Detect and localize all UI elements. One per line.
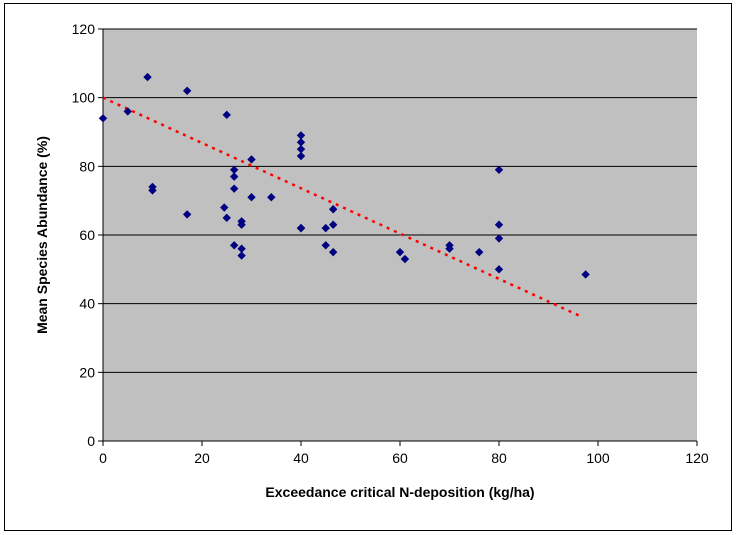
data-point (296, 131, 306, 140)
data-point (182, 86, 192, 95)
data-point (494, 234, 504, 243)
data-point (445, 244, 454, 253)
y-tick-label: 40 (79, 296, 95, 312)
data-point (267, 193, 276, 202)
data-point (494, 220, 504, 229)
y-axis-ticks: 0 20 40 60 80 100 120 (72, 21, 103, 449)
scatter-chart: 0 20 40 60 80 100 120 0 20 40 60 80 100 120 Exceedan… (34, 21, 709, 500)
x-axis-label: Exceedance critical N-deposition (kg/ha) (265, 484, 534, 500)
data-point (296, 138, 306, 147)
data-point (229, 172, 239, 181)
trendline (102, 96, 584, 319)
data-point (143, 72, 152, 82)
data-point (321, 223, 330, 233)
y-tick-label: 100 (72, 90, 96, 106)
data-point (237, 220, 246, 229)
y-tick-label: 120 (72, 21, 96, 37)
x-tick-label: 20 (194, 450, 210, 466)
data-point (229, 184, 239, 193)
data-point (475, 247, 484, 257)
chart-frame: 0 20 40 60 80 100 120 0 20 40 60 80 100 120 Exceedan… (4, 3, 732, 531)
x-tick-label: 40 (293, 450, 309, 466)
x-axis-ticks: 0 20 40 60 80 100 120 (99, 441, 709, 466)
x-tick-label: 120 (685, 450, 709, 466)
data-point (222, 213, 231, 223)
data-point (229, 165, 239, 174)
data-point (229, 241, 239, 250)
data-point (148, 186, 157, 195)
data-point (247, 193, 256, 202)
data-point (328, 205, 338, 214)
data-point (222, 110, 231, 120)
data-point (321, 241, 330, 250)
data-point (581, 270, 590, 279)
data-point (494, 265, 504, 274)
data-points (98, 72, 590, 279)
data-point (237, 244, 246, 253)
data-point (237, 251, 246, 260)
data-point (296, 144, 306, 154)
data-point (98, 114, 108, 123)
y-tick-label: 0 (87, 433, 95, 449)
y-axis-label: Mean Species Abundance (%) (34, 136, 50, 334)
data-point (247, 155, 256, 164)
x-tick-label: 0 (99, 450, 107, 466)
data-point (296, 151, 306, 161)
data-point (494, 165, 504, 174)
data-point (220, 203, 229, 212)
data-point (296, 223, 306, 233)
data-point (328, 247, 338, 257)
y-tick-label: 80 (79, 158, 95, 174)
x-tick-label: 80 (491, 450, 507, 466)
trendline-group (102, 96, 584, 319)
data-point (328, 220, 338, 229)
x-tick-label: 60 (392, 450, 408, 466)
y-tick-label: 60 (79, 227, 95, 243)
y-tick-label: 20 (79, 364, 95, 380)
data-point (182, 210, 192, 219)
data-point (395, 247, 405, 257)
x-tick-label: 100 (586, 450, 610, 466)
